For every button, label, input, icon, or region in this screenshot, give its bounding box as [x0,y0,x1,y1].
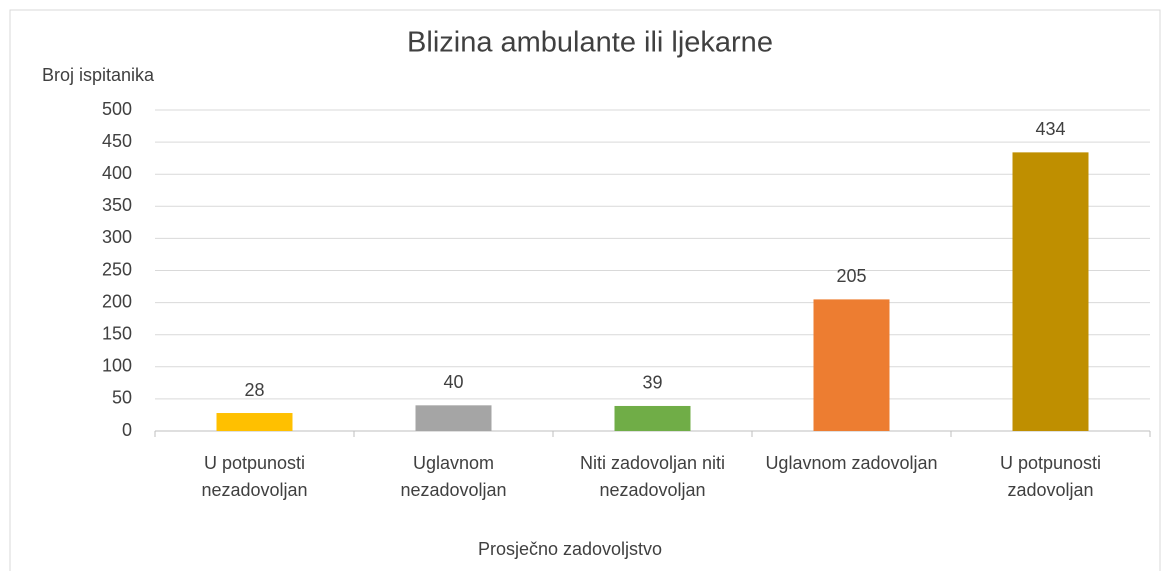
x-tick-label: Uglavnom zadovoljan [765,453,938,473]
data-label: 39 [642,373,662,393]
x-tick-label: U potpunosti nezadovoljan [201,453,308,500]
x-tick-label: U potpunosti zadovoljan [999,453,1102,500]
y-tick-label: 400 [102,163,132,183]
y-tick-label: 100 [102,356,132,376]
chart-title: Blizina ambulante ili ljekarne [407,27,773,59]
x-axis-title: Prosječno zadovoljstvo [478,539,662,559]
y-tick-label: 450 [102,131,132,151]
bar [415,405,492,431]
y-tick-label: 0 [122,420,132,440]
bar [1012,152,1089,431]
y-tick-label: 500 [102,99,132,119]
data-label: 434 [1035,119,1065,139]
y-tick-label: 250 [102,259,132,279]
data-label: 40 [443,372,463,392]
y-tick-label: 300 [102,227,132,247]
bar [614,405,691,431]
y-axis-title: Broj ispitanika [42,65,155,85]
chart-border [9,9,1161,571]
bar [216,413,293,431]
y-tick-label: 350 [102,195,132,215]
y-tick-label: 150 [102,323,132,343]
y-tick-label: 200 [102,291,132,311]
data-label: 28 [244,380,264,400]
bar [813,299,890,431]
x-tick-label: Niti zadovoljan niti nezadovoljan [579,453,726,500]
y-tick-label: 50 [112,388,132,408]
x-tick-label: Uglavnom nezadovoljan [400,453,507,500]
data-label: 205 [836,266,866,286]
